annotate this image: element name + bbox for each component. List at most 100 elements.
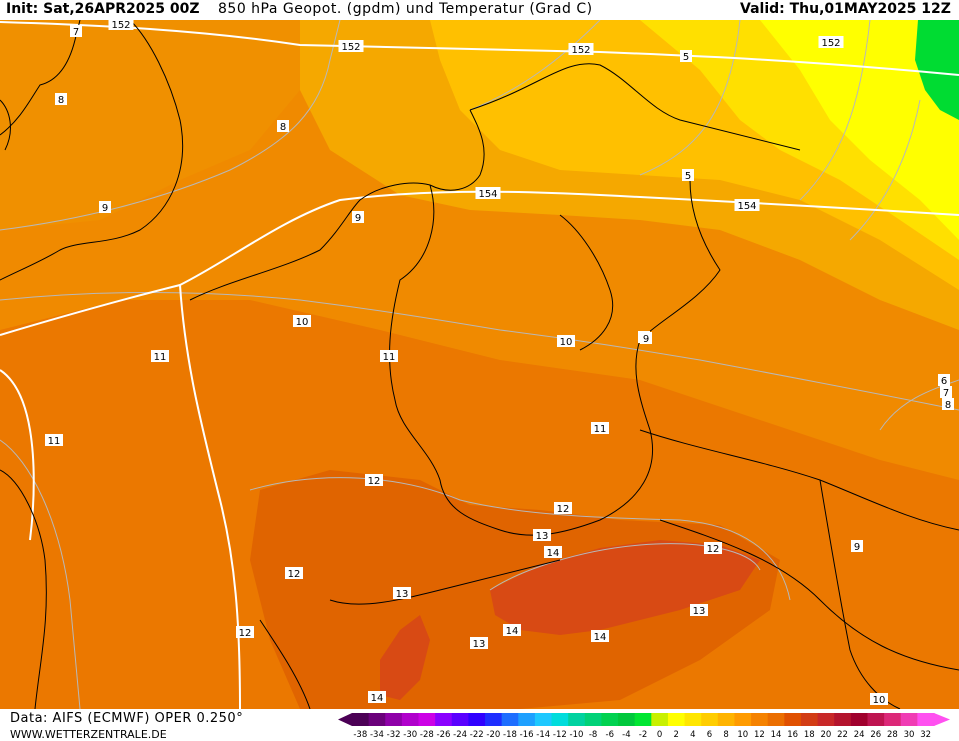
temperature-label-bg — [352, 211, 364, 223]
colorbar-tick-label: 18 — [804, 730, 815, 740]
geopotential-label: 154 — [478, 189, 497, 200]
temperature-label-bg — [45, 434, 63, 446]
temperature-label: 12 — [557, 504, 570, 515]
temperature-label-bg — [393, 587, 411, 599]
temperature-label-bg — [365, 474, 383, 486]
colorbar-tick-label: -32 — [387, 730, 401, 740]
colorbar-swatch — [551, 713, 569, 726]
colorbar-tick-label: -8 — [589, 730, 597, 740]
colorbar-tick-label: 26 — [870, 730, 881, 740]
colorbar-tick-label: -20 — [486, 730, 500, 740]
colorbar-swatch — [734, 713, 752, 726]
temperature-label: 11 — [383, 352, 396, 363]
temperature-label-bg — [277, 120, 289, 132]
colorbar-swatch — [501, 713, 519, 726]
temperature-label-bg — [938, 374, 950, 386]
temperature-label: 14 — [371, 693, 384, 704]
colorbar-tick-label: 16 — [787, 730, 798, 740]
colorbar-swatch — [900, 713, 918, 726]
colorbar-swatch — [568, 713, 586, 726]
colorbar-tick-label: -10 — [570, 730, 584, 740]
temperature-label-bg — [55, 93, 67, 105]
colorbar-tick-label: -24 — [453, 730, 467, 740]
geopotential-label-bg — [108, 20, 134, 30]
colorbar-swatch — [584, 713, 602, 726]
colorbar-tick-label: -18 — [503, 730, 517, 740]
colorbar-swatch — [518, 713, 536, 726]
colorbar-swatch — [618, 713, 636, 726]
colorbar-tick-label: -38 — [353, 730, 367, 740]
geopotential-label-bg — [568, 43, 594, 55]
colorbar-swatch — [485, 713, 503, 726]
colorbar-swatch — [850, 713, 868, 726]
temperature-label: 5 — [683, 52, 689, 63]
temperature-label: 9 — [643, 334, 649, 345]
temperature-label-bg — [591, 422, 609, 434]
init-time: Init: Sat,26APR2025 00Z — [6, 1, 200, 17]
colorbar-swatch — [418, 713, 436, 726]
temperature-label: 6 — [941, 376, 947, 387]
colorbar-tick-label: 10 — [737, 730, 748, 740]
temperature-label: 10 — [296, 317, 309, 328]
colorbar-swatch — [651, 713, 669, 726]
temperature-label-bg — [690, 604, 708, 616]
colorbar-tick-label: 2 — [674, 730, 679, 740]
contour-labels: 1521521521521541547889991010111111111212… — [45, 20, 954, 706]
temperature-label: 9 — [102, 203, 108, 214]
colorbar-swatch — [800, 713, 819, 726]
colorbar-tick-label: -4 — [622, 730, 630, 740]
temperature-label: 7 — [73, 27, 79, 38]
temperature-label: 5 — [685, 171, 691, 182]
coastlines-and-borders — [0, 20, 959, 709]
colorbar-tick-label: 30 — [904, 730, 915, 740]
temperature-label-bg — [236, 626, 254, 638]
colorbar-swatch — [817, 713, 835, 726]
temperature-shading — [0, 20, 959, 709]
colorbar-swatch — [784, 713, 802, 726]
colorbar-swatch — [701, 713, 719, 726]
valid-time: Valid: Thu,01MAY2025 12Z — [740, 1, 951, 17]
colorbar-swatch — [834, 713, 852, 726]
temperature-label: 14 — [547, 548, 560, 559]
colorbar-swatch — [601, 713, 619, 726]
temperature-label: 13 — [536, 531, 549, 542]
colorbar-swatch — [751, 713, 769, 726]
temperature-label-bg — [293, 315, 311, 327]
temperature-label-bg — [682, 169, 694, 181]
website: WWW.WETTERZENTRALE.DE — [10, 728, 167, 741]
colorbar-tick-label: 28 — [887, 730, 898, 740]
temperature-label-bg — [704, 542, 722, 554]
temperature-label: 12 — [239, 628, 252, 639]
temperature-label-bg — [470, 637, 488, 649]
colorbar-tick-label: -16 — [520, 730, 534, 740]
temperature-label-bg — [554, 502, 572, 514]
temperature-label: 12 — [368, 476, 381, 487]
temperature-label: 7 — [943, 388, 949, 399]
temperature-label: 11 — [154, 352, 167, 363]
temperature-label-bg — [851, 540, 863, 552]
colorbar-tick-label: 14 — [771, 730, 782, 740]
colorbar-swatch — [667, 713, 686, 726]
temperature-label-bg — [380, 350, 398, 362]
temperature-label-bg — [544, 546, 562, 558]
colorbar-swatch — [451, 713, 469, 726]
temperature-label-bg — [940, 386, 952, 398]
colorbar-swatch — [401, 713, 420, 726]
colorbar-swatch — [368, 713, 386, 726]
colorbar-swatch — [352, 713, 370, 726]
colorbar-tick-label: -30 — [403, 730, 417, 740]
temperature-label: 12 — [707, 544, 720, 555]
temperature-label-bg — [591, 630, 609, 642]
temperature-label-bg — [680, 50, 692, 62]
data-source: Data: AIFS (ECMWF) OPER 0.250° — [10, 711, 244, 726]
temperature-label: 11 — [48, 436, 61, 447]
colorbar-tick-label: 4 — [690, 730, 695, 740]
colorbar-tick-label: -28 — [420, 730, 434, 740]
temperature-label: 8 — [58, 95, 64, 106]
colorbar-tick-label: 0 — [657, 730, 662, 740]
weather-map: 1521521521521541547889991010111111111212… — [0, 20, 959, 709]
temperature-label-bg — [557, 335, 575, 347]
temperature-label-bg — [70, 25, 82, 37]
colorbar-tick-label: 8 — [723, 730, 728, 740]
colorbar-swatch — [684, 713, 702, 726]
